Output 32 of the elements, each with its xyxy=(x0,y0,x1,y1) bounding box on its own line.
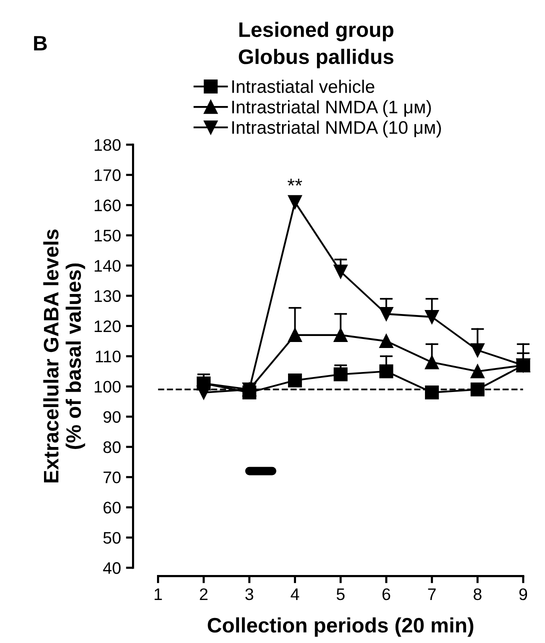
x-tick-label: 6 xyxy=(382,588,390,600)
y-tick-label: 180 xyxy=(94,139,121,151)
y-tick-label: 140 xyxy=(94,260,121,272)
y-tick-label: 100 xyxy=(94,380,121,393)
chart-title: Lesioned group Globus pallidus xyxy=(238,22,394,68)
annotation: ** xyxy=(288,178,302,186)
y-tick-label: 170 xyxy=(94,169,121,182)
legend-label: Intrastriatal NMDA (10 μм) xyxy=(232,120,441,138)
y-tick-label: 110 xyxy=(96,350,121,362)
text: B xyxy=(34,36,47,50)
legend-label: Intrastriatal NMDA (1 μм) xyxy=(232,100,431,117)
y-tick-label: 60 xyxy=(104,502,121,514)
x-tick-label: 5 xyxy=(336,588,345,600)
y-tick-label: 80 xyxy=(103,441,121,454)
y-tick-label: 150 xyxy=(94,230,121,242)
x-tick-label: 7 xyxy=(428,588,436,600)
x-tick-label: 3 xyxy=(245,588,254,600)
y-tick-label: 90 xyxy=(103,411,121,423)
x-tick-label: 2 xyxy=(200,588,208,600)
y-tick-label: 50 xyxy=(103,532,121,544)
legend-label: Intrastiatal vehicle xyxy=(232,80,374,93)
y-tick-label: 130 xyxy=(94,290,121,302)
x-tick-label: 8 xyxy=(474,588,482,600)
y-tick-label: 70 xyxy=(104,472,121,484)
x-tick-label: 4 xyxy=(290,588,300,600)
x-axis-title: Collection periods (20 min) xyxy=(208,617,474,637)
y-tick-label: 160 xyxy=(94,200,121,212)
x-tick-label: 9 xyxy=(519,588,528,600)
y-tick-label: 40 xyxy=(103,562,121,574)
y-axis-title: Extracellular GABA levels (% of basal values) xyxy=(43,230,86,482)
x-tick-label: 1 xyxy=(154,588,162,600)
y-tick-label: 120 xyxy=(94,320,121,332)
